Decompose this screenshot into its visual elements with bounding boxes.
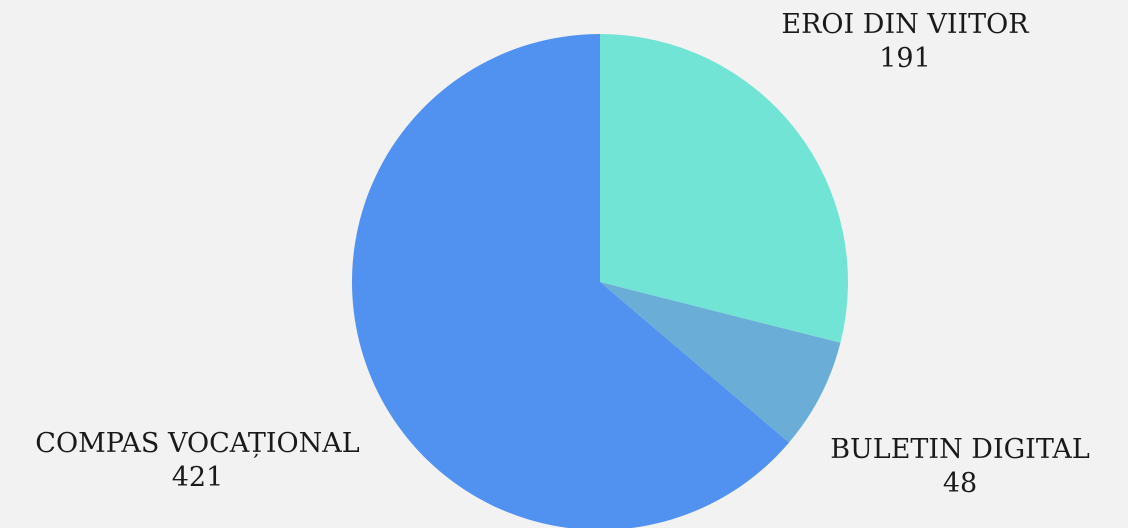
slice-value-compas-vocational: 421 — [171, 462, 224, 493]
slice-label-eroi-din-viitor: EROI DIN VIITOR 191 — [760, 8, 1050, 76]
pie-slice-eroi-din-viitor — [600, 34, 848, 343]
slice-value-buletin-digital: 48 — [942, 468, 978, 499]
slice-label-buletin-digital: BULETIN DIGITAL 48 — [810, 433, 1110, 501]
slice-label-compas-vocational: COMPAS VOCAȚIONAL 421 — [5, 427, 390, 495]
pie-slice-compas-vocational — [352, 34, 789, 528]
slice-name-buletin-digital: BULETIN DIGITAL — [830, 434, 1090, 465]
slice-name-compas-vocational: COMPAS VOCAȚIONAL — [35, 428, 360, 459]
slice-name-eroi-din-viitor: EROI DIN VIITOR — [781, 9, 1029, 40]
pie-slice-buletin-digital — [600, 282, 841, 443]
slice-value-eroi-din-viitor: 191 — [879, 43, 931, 74]
